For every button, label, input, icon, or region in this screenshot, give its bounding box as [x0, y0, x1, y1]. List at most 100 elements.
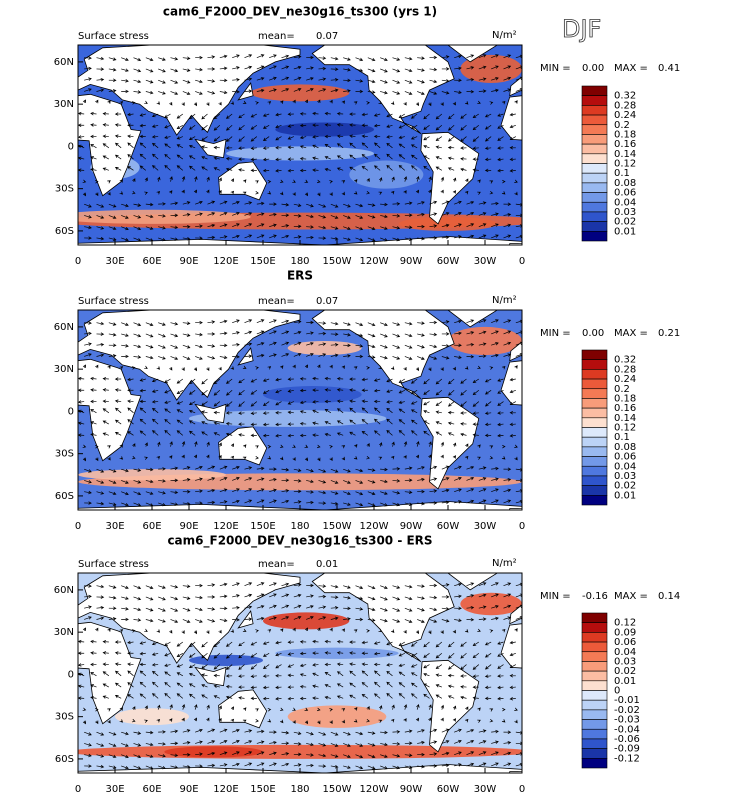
- wind-vector: [158, 79, 166, 84]
- wind-vector: [329, 364, 333, 369]
- wind-vector: [484, 411, 492, 415]
- wind-vector: [232, 211, 240, 216]
- wind-vector: [349, 112, 356, 116]
- wind-vector: [152, 165, 159, 171]
- wind-vector: [355, 226, 364, 231]
- wind-vector: [287, 685, 294, 689]
- wind-vector: [466, 499, 475, 504]
- wind-vector: [417, 752, 425, 757]
- wind-vector: [275, 112, 282, 117]
- wind-vector: [152, 430, 159, 436]
- wind-vector: [318, 501, 327, 505]
- colorbar-box: [581, 495, 608, 506]
- wind-vector: [244, 740, 253, 744]
- wind-vector: [207, 465, 216, 470]
- y-tick-label: 60N: [54, 322, 74, 333]
- wind-vector: [170, 490, 179, 495]
- wind-vector: [373, 662, 381, 667]
- wind-vector: [447, 156, 455, 161]
- wind-vector: [355, 607, 364, 611]
- colorbar-label: 0.01: [614, 226, 636, 237]
- wind-vector: [503, 353, 512, 357]
- wind-vector: [84, 753, 92, 758]
- colorbar-label: -0.03: [614, 715, 640, 726]
- wind-vector: [386, 142, 393, 149]
- wind-vector: [176, 682, 184, 688]
- wind-vector: [478, 466, 487, 470]
- wind-vector: [170, 619, 179, 623]
- wind-vector: [503, 488, 512, 493]
- wind-vector: [90, 639, 97, 644]
- colorbar-box: [581, 709, 608, 720]
- wind-vector: [195, 477, 203, 481]
- x-tick-label: 180: [290, 784, 309, 795]
- wind-vector: [151, 652, 159, 656]
- wind-vector: [324, 639, 331, 644]
- wind-vector: [96, 88, 105, 92]
- panel-title: cam6_F2000_DEV_ne30g16_ts300 - ERS: [167, 534, 432, 549]
- wind-vector: [367, 90, 376, 94]
- wind-vector: [144, 365, 148, 369]
- wind-vector: [378, 628, 383, 632]
- wind-vector: [238, 136, 245, 142]
- wind-vector: [398, 143, 406, 149]
- wind-vector: [312, 144, 319, 149]
- continent: [78, 310, 301, 401]
- wind-vector: [182, 333, 191, 337]
- continent: [509, 770, 522, 773]
- wind-vector: [90, 409, 97, 414]
- wind-vector: [404, 729, 413, 733]
- wind-vector: [244, 617, 253, 621]
- wind-vector: [262, 146, 270, 150]
- colorbar-label: 0.24: [614, 110, 636, 121]
- wind-vector: [242, 100, 247, 104]
- wind-vector: [441, 619, 450, 623]
- wind-vector: [304, 707, 309, 711]
- wind-vector: [188, 664, 196, 669]
- wind-vector: [207, 751, 216, 756]
- wind-vector: [121, 617, 129, 622]
- wind-vector: [380, 90, 388, 95]
- x-tick-label: 60W: [437, 256, 460, 267]
- x-tick-label: 0: [519, 521, 525, 532]
- wind-vector: [478, 201, 487, 205]
- wind-vector: [361, 399, 368, 403]
- wind-vector: [417, 489, 425, 494]
- colorbar-label: 0.09: [614, 627, 636, 638]
- wind-vector: [336, 134, 344, 138]
- wind-vector: [281, 741, 290, 746]
- wind-vector: [139, 418, 147, 425]
- wind-vector: [403, 455, 407, 459]
- wind-vector: [429, 91, 438, 95]
- wind-vector: [256, 223, 265, 228]
- wind-vector: [195, 501, 203, 505]
- wind-vector: [343, 89, 351, 93]
- wind-vector: [176, 664, 183, 668]
- wind-vector: [355, 754, 364, 759]
- wind-vector: [262, 641, 270, 645]
- wind-vector: [441, 344, 450, 348]
- colorbar-label: 0.06: [614, 188, 636, 199]
- min-value: 0.00: [582, 63, 604, 74]
- wind-vector: [497, 136, 504, 141]
- wind-vector: [306, 235, 314, 240]
- wind-vector: [256, 729, 265, 734]
- wind-vector: [152, 681, 159, 688]
- colorbar-label: 0.12: [614, 159, 636, 170]
- wind-vector: [417, 56, 425, 60]
- colorbar-box: [581, 651, 608, 662]
- wind-vector: [281, 65, 290, 70]
- map-panel: cam6_F2000_DEV_ne30g16_ts300 - ERSSurfac…: [54, 534, 680, 796]
- wind-vector: [269, 202, 277, 206]
- wind-vector: [318, 753, 327, 758]
- wind-vector: [121, 57, 129, 62]
- wind-vector: [207, 55, 216, 59]
- wind-vector: [262, 411, 270, 415]
- wind-vector: [318, 731, 327, 736]
- wind-vector: [341, 456, 345, 461]
- wind-vector: [139, 693, 147, 699]
- wind-vector: [164, 143, 171, 149]
- wind-vector: [447, 421, 455, 426]
- wind-vector: [158, 491, 166, 495]
- wind-vector: [151, 641, 159, 646]
